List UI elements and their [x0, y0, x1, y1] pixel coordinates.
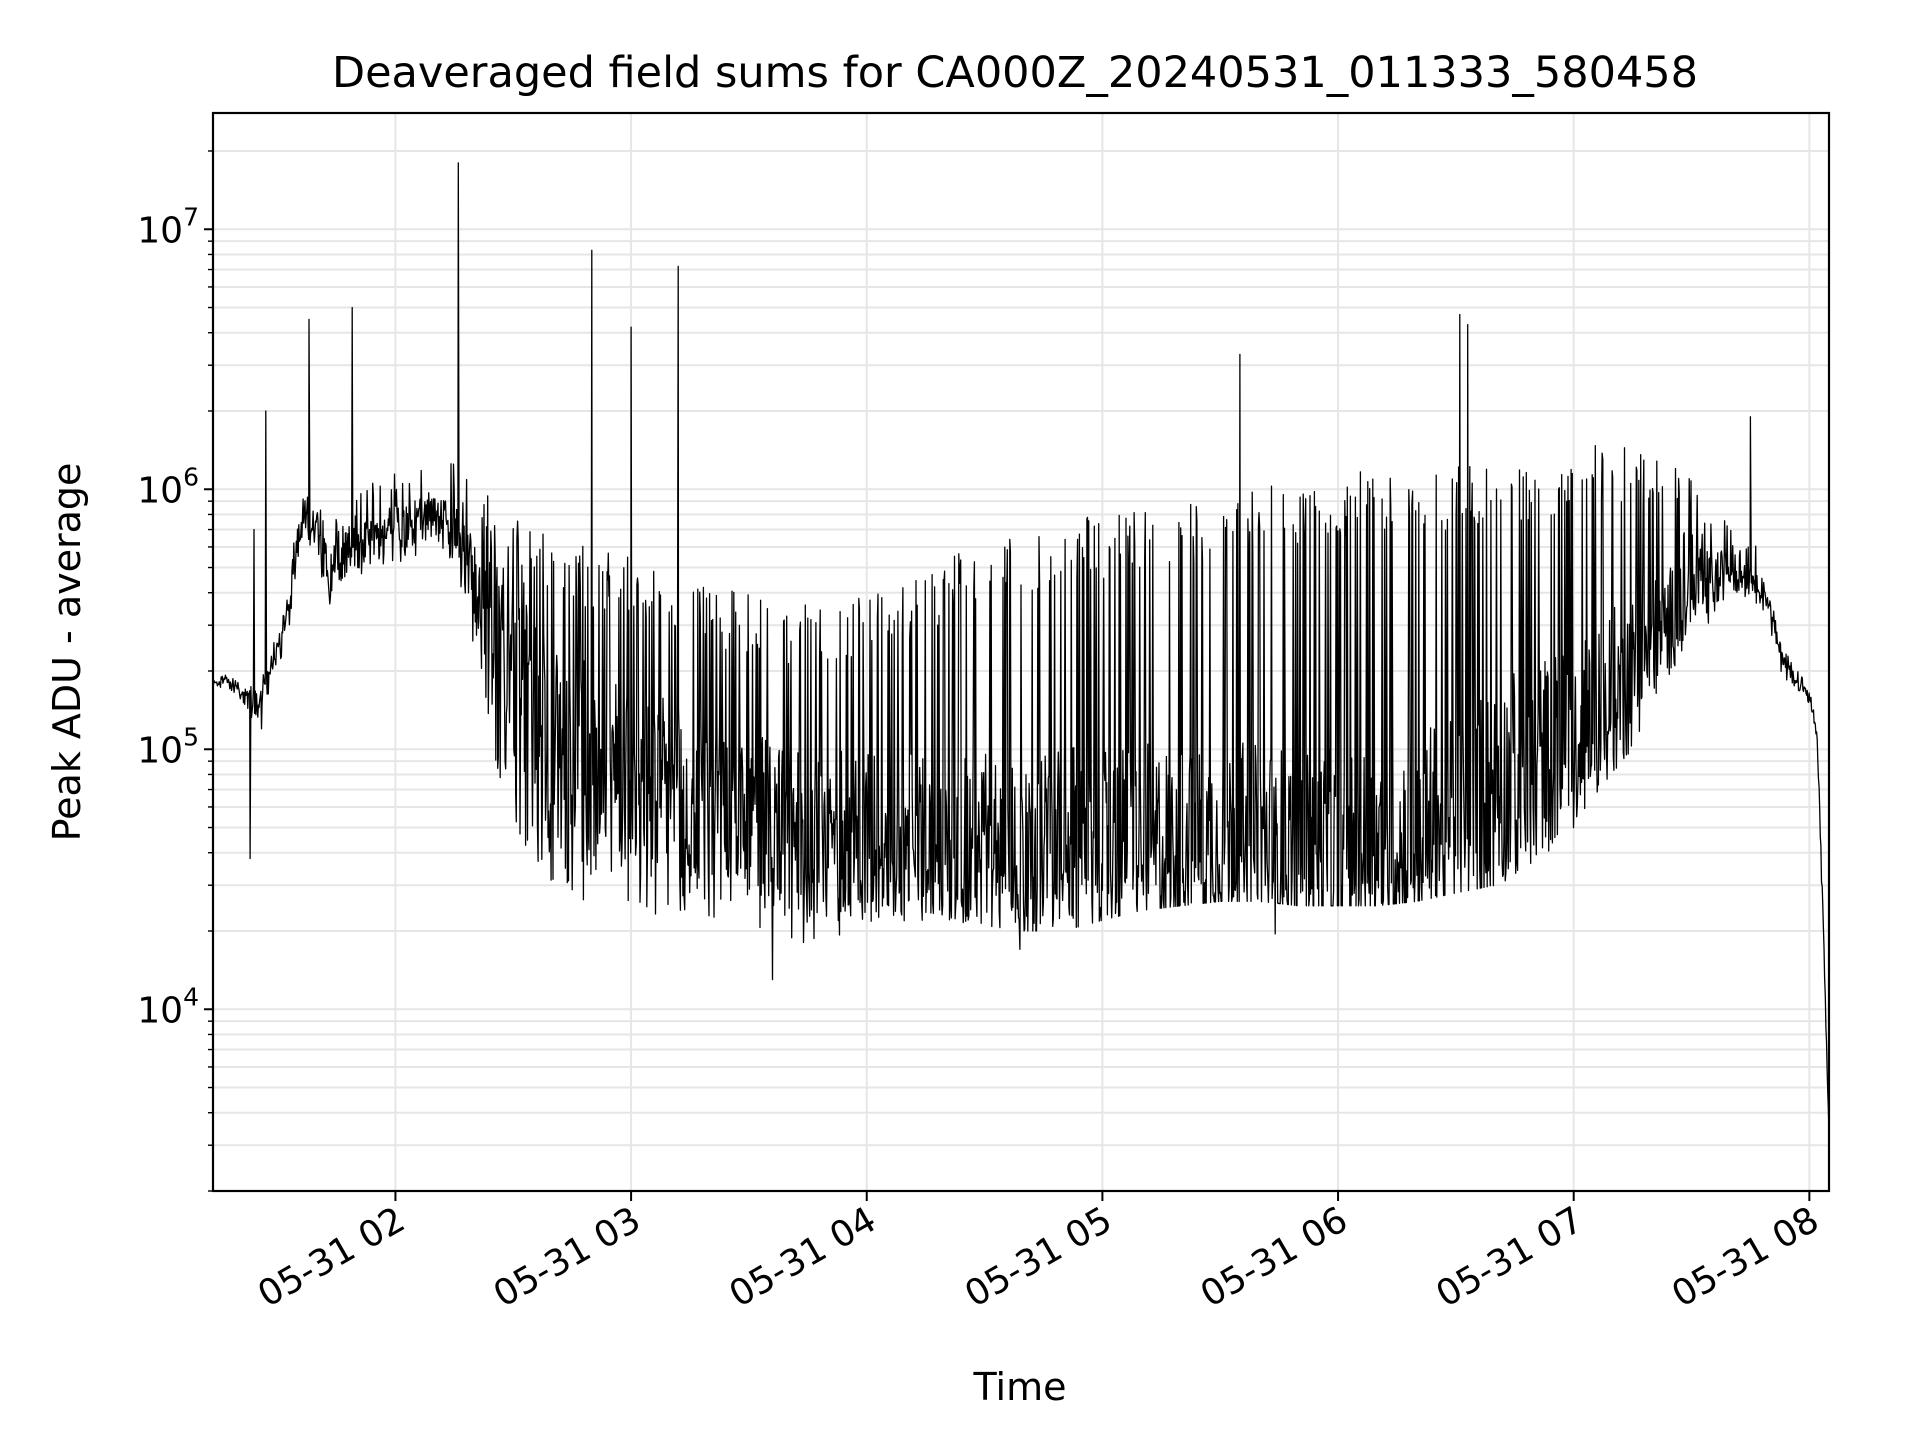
y-tick-base: 10: [137, 470, 183, 511]
series-line: [212, 162, 1830, 1135]
y-tick-exponent: 6: [183, 462, 199, 491]
plot-frame: [211, 111, 1831, 1193]
y-tick-base: 10: [137, 210, 183, 251]
y-tick-label: 107: [137, 202, 199, 251]
data-layer: [212, 162, 1830, 1135]
y-tick-exponent: 5: [183, 722, 199, 751]
x-axis-label: Time: [973, 1365, 1067, 1409]
chart-title: Deaveraged field sums for CA000Z_2024053…: [332, 48, 1698, 98]
y-tick-base: 10: [137, 990, 183, 1031]
y-tick-label: 106: [137, 462, 199, 511]
y-tick-exponent: 7: [183, 202, 199, 231]
y-tick-base: 10: [137, 730, 183, 771]
y-tick-label: 105: [137, 722, 199, 771]
y-tick-exponent: 4: [183, 982, 199, 1011]
y-axis-label: Peak ADU - average: [45, 463, 89, 842]
y-tick-label: 104: [137, 982, 199, 1031]
